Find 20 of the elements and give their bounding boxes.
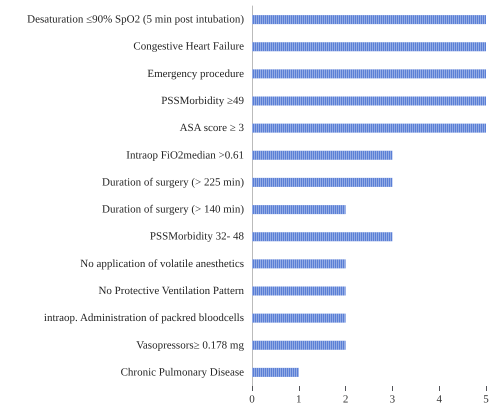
- x-tick-label: 2: [342, 394, 348, 406]
- y-tick-label: Duration of surgery (> 140 min): [102, 204, 244, 216]
- y-tick-label: Vasopressors≥ 0.178 mg: [136, 339, 244, 352]
- y-tick-label: Duration of surgery (> 225 min): [102, 176, 244, 188]
- y-tick-label: Desaturation ≤90% SpO2 (5 min post intubation): [27, 14, 244, 26]
- x-tick-label: 1: [296, 394, 302, 406]
- y-tick-label: Intraop FiO2median >0.61: [126, 149, 244, 162]
- y-tick-label: intraop. Administration of packred bloodcells: [44, 312, 244, 324]
- x-tick-label: 0: [249, 394, 256, 406]
- y-tick-label: PSSMorbidity ≥49: [161, 95, 244, 107]
- y-tick-label: No Protective Ventilation Pattern: [98, 285, 244, 297]
- y-tick-label: Congestive Heart Failure: [133, 40, 244, 53]
- x-tick-label: 3: [390, 394, 396, 406]
- y-tick-label: No application of volatile anesthetics: [80, 258, 244, 270]
- y-tick-label: ASA score ≥ 3: [180, 122, 244, 134]
- y-tick-label: Emergency procedure: [147, 68, 244, 80]
- x-tick-label: 4: [436, 394, 442, 406]
- y-tick-label: PSSMorbidity 32- 48: [150, 230, 244, 243]
- x-tick-label: 5: [483, 394, 490, 406]
- y-tick-label: Chronic Pulmonary Disease: [120, 366, 244, 378]
